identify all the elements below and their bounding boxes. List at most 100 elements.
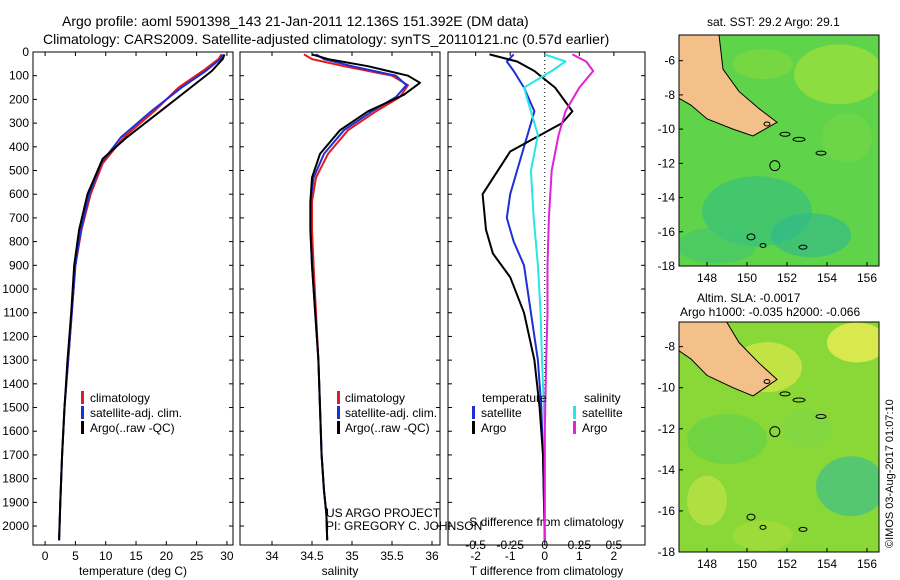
legend-label-climatology: climatology: [345, 391, 405, 405]
y-tick-label: 0: [22, 45, 29, 59]
lon-tick-label: 148: [697, 557, 717, 571]
island-outline: [759, 524, 767, 530]
series-t-argo: [481, 53, 574, 541]
y-tick-label: 1300: [2, 353, 29, 367]
lat-tick-label: -14: [658, 191, 676, 205]
x-axis-label: T difference from climatology: [470, 564, 624, 578]
lat-tick-label: -10: [658, 381, 676, 395]
x-top-tick-label: -0.5: [465, 538, 486, 552]
series-t-satellite: [505, 53, 546, 541]
x-top-tick-label: -0.25: [497, 538, 525, 552]
y-tick-label: 1500: [2, 401, 29, 415]
axes-frame: [239, 51, 441, 546]
map-color-patch: [827, 322, 879, 363]
legend-swatch-s-satellite: [573, 406, 576, 419]
x-tick-label: 5: [72, 549, 79, 563]
island-outline: [815, 413, 827, 419]
y-tick-label: 900: [9, 258, 29, 272]
island-outline: [792, 136, 806, 142]
series-s-argo: [543, 53, 595, 541]
x-top-axis-label: S difference from climatology: [469, 515, 624, 529]
credit-pi: PI: GREGORY C. JOHNSON: [326, 519, 482, 533]
x-tick-label: 20: [160, 549, 174, 563]
map-color-patch: [733, 49, 793, 80]
salinity-panel: 34 34.5 35 35.5 36 salinity: [239, 51, 441, 578]
map-field: [679, 35, 879, 266]
lon-tick-label: 152: [777, 271, 797, 285]
x-top-tick-label: 0: [541, 538, 548, 552]
salinity-legend: climatology satellite-adj. clim. Argo(..…: [337, 391, 437, 435]
y-tick-label: 300: [9, 116, 29, 130]
island-outline: [763, 379, 771, 385]
y-tick-label: 1800: [2, 472, 29, 486]
sla-map-title-line-2: Argo h1000: -0.035 h2000: -0.066: [680, 305, 860, 319]
legend-label-argo: Argo(..raw -QC): [345, 421, 430, 435]
island-outline: [779, 131, 791, 137]
lon-tick-label: 152: [777, 557, 797, 571]
x-axis-label: salinity: [322, 564, 359, 578]
map-color-patch: [687, 475, 727, 526]
land-new-guinea: [679, 35, 778, 137]
lat-tick-label: -16: [658, 504, 676, 518]
x-tick-label: 1: [576, 549, 583, 563]
x-tick-label: -1: [505, 549, 516, 563]
island-outline: [746, 233, 756, 241]
x-tick-label: 10: [99, 549, 113, 563]
island-outline: [798, 244, 808, 250]
lat-tick-label: -6: [664, 54, 675, 68]
lat-tick-label: -16: [658, 225, 676, 239]
island-outline: [815, 150, 827, 156]
x-tick-label: 0: [541, 549, 548, 563]
island-outline: [779, 391, 791, 397]
series-satellite-adj-clim-: [309, 53, 408, 541]
y-tick-label: 100: [9, 69, 29, 83]
legend-title-salinity: salinity: [584, 391, 621, 405]
lat-tick-label: -12: [658, 422, 676, 436]
map-frame: [678, 34, 880, 267]
sst-map: 148 150 152 154 156 -6 -8 -10 -12 -14 -16 -18: [658, 34, 880, 285]
legend-swatch-climatology: [81, 391, 84, 404]
x-tick-label: -2: [470, 549, 481, 563]
y-tick-label: 800: [9, 235, 29, 249]
y-tick-label: 1000: [2, 282, 29, 296]
y-tick-label: 1100: [3, 306, 29, 320]
x-tick-label: 35.5: [380, 549, 404, 563]
sla-map: 148 150 152 154 156 -8 -10 -12 -14 -16 -18: [658, 321, 880, 571]
y-tick-label: 1700: [2, 448, 29, 462]
lat-tick-label: -18: [658, 259, 676, 273]
temperature-legend: climatology satellite-adj. clim. Argo(..…: [81, 391, 182, 435]
y-tick-label: 200: [9, 92, 29, 106]
map-color-patch: [794, 44, 879, 105]
legend-label-t-argo: Argo: [481, 421, 507, 435]
series-argo: [58, 54, 226, 541]
island-outline: [792, 397, 806, 403]
x-top-tick-label: 0.25: [568, 538, 592, 552]
axes-frame: [32, 51, 234, 546]
island-outline: [763, 121, 771, 127]
map-frame: [678, 321, 880, 553]
sla-map-title-line-1: Altim. SLA: -0.0017: [697, 291, 801, 305]
series-climatology: [303, 53, 409, 541]
lon-tick-label: 148: [697, 271, 717, 285]
legend-swatch-s-argo: [573, 421, 576, 434]
sst-map-title: sat. SST: 29.2 Argo: 29.1: [707, 15, 840, 29]
y-tick-label: 400: [9, 140, 29, 154]
island-outline: [798, 526, 808, 532]
x-top-tick-label: 0.5: [606, 538, 623, 552]
temperature-panel: 0100200300400500600700800900100011001200…: [2, 45, 234, 578]
legend-swatch-argo: [337, 421, 340, 434]
credit-project: US ARGO PROJECT: [326, 506, 441, 520]
legend-swatch-t-argo: [472, 421, 475, 434]
y-tick-label: 1900: [2, 495, 29, 509]
title-line-2: Climatology: CARS2009. Satellite-adjuste…: [43, 31, 609, 47]
lat-tick-label: -18: [658, 545, 676, 559]
x-tick-label: 2: [611, 549, 618, 563]
y-tick-label: 2000: [2, 519, 29, 533]
legend-label-argo: Argo(..raw -QC): [90, 421, 175, 435]
x-tick-label: 35: [345, 549, 359, 563]
y-tick-label: 1600: [2, 424, 29, 438]
lat-tick-label: -10: [658, 122, 676, 136]
legend-swatch-satellite: [81, 406, 84, 419]
y-tick-label: 700: [9, 211, 29, 225]
